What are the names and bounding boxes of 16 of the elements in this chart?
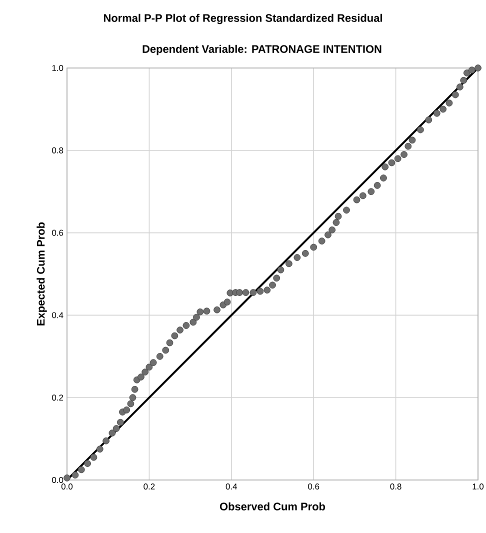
x-tick-label: 0.8: [390, 484, 402, 490]
y-tick-label: 1.0: [52, 65, 64, 71]
y-tick-label: 0.4: [52, 312, 64, 318]
x-tick-label: 0.6: [308, 484, 320, 490]
x-tick-label: 0.2: [144, 484, 155, 490]
x-axis-title: Observed Cum Prob: [220, 502, 326, 510]
y-tick-label: 0.0: [52, 477, 64, 483]
chart-title: Normal P-P Plot of Regression Standardized Residual: [104, 14, 382, 24]
y-tick-label: 0.6: [52, 230, 64, 236]
x-tick-label: 1.0: [472, 484, 484, 490]
y-axis-title: Expected Cum Prob: [36, 222, 47, 326]
x-tick-label: 0.4: [226, 484, 238, 490]
chart-subtitle: Dependent Variable: PATRONAGE INTENTION: [142, 44, 382, 56]
x-tick-label: 0.0: [61, 484, 73, 490]
y-tick-label: 0.8: [52, 147, 64, 154]
y-tick-label: 0.2: [52, 394, 64, 401]
